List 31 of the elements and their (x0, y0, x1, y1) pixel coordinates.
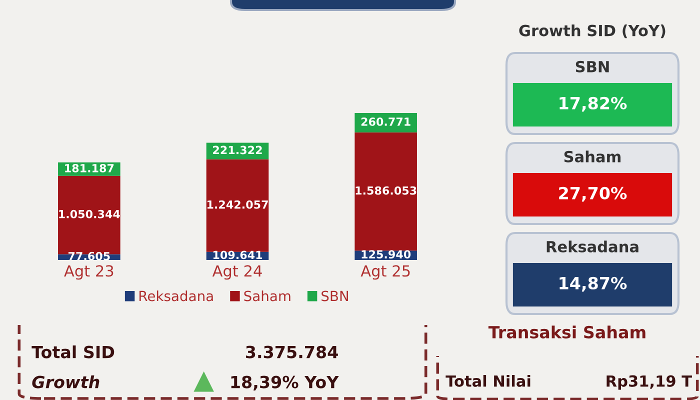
text: Total Nilai (446, 375, 530, 387)
x-tick-label: Agt 23 (64, 265, 114, 280)
legend-label: SBN (322, 290, 348, 302)
text: 18,39% YoY (231, 376, 339, 390)
text: 17,82% (560, 96, 627, 112)
text: Rp31,19 T (606, 375, 692, 390)
data-label: 125.940 (362, 250, 411, 259)
text: Reksadana (546, 240, 638, 252)
text: Total SID (32, 345, 114, 358)
bar (206, 159, 269, 252)
text: 14,87% (560, 276, 627, 292)
text: 27,70% (559, 186, 627, 202)
x-tick-label: Agt 24 (212, 265, 262, 280)
text: SBN (576, 60, 609, 72)
x-tick-label: Agt 25 (360, 265, 410, 280)
legend-label: Reksadana (139, 290, 213, 302)
data-label: 1.242.057 (207, 200, 268, 209)
text: Growth (32, 375, 100, 388)
text: 3.375.784 (246, 346, 338, 358)
text: Growth SID (YoY) (519, 24, 666, 38)
data-label: 77.605 (68, 252, 110, 260)
data-label: 109.641 (213, 250, 262, 260)
data-label: 1.586.053 (356, 186, 416, 195)
data-label: 221.322 (213, 146, 262, 154)
text: Saham (564, 150, 620, 162)
data-label: 1.050.344 (59, 210, 120, 218)
data-label: 260.771 (361, 117, 410, 126)
text: Transaksi Saham (488, 326, 646, 338)
data-label: 181.187 (65, 164, 114, 172)
legend-label: Saham (244, 290, 290, 302)
bar (354, 132, 417, 251)
